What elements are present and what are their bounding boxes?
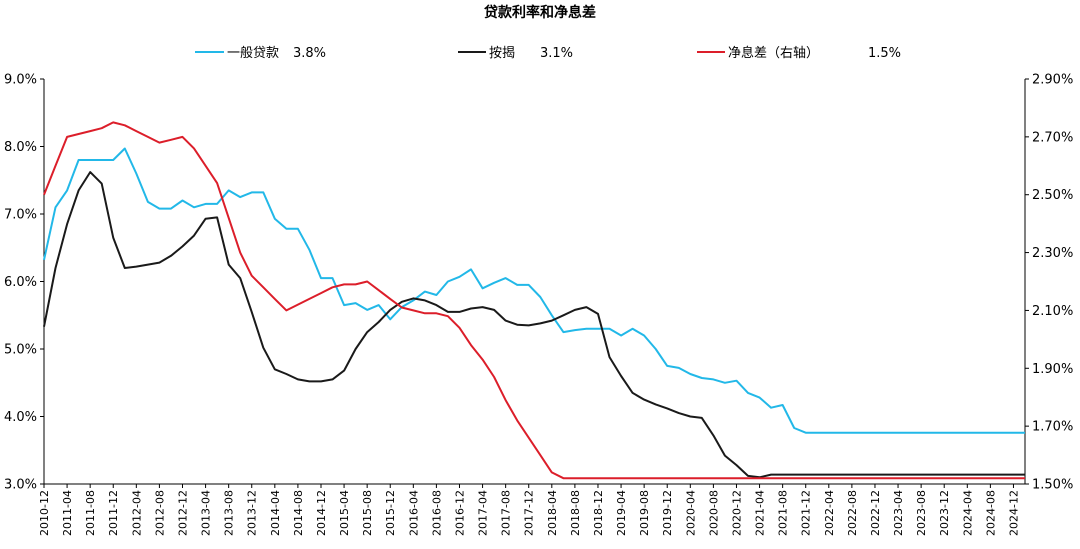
legend-label-mortgage: 按揭 (489, 46, 515, 61)
x-tick-label: 2017-08 (500, 490, 513, 536)
x-tick-label: 2016-04 (407, 490, 420, 536)
left-tick-label: 5.0% (4, 343, 37, 358)
x-tick-label: 2012-12 (176, 490, 189, 536)
left-tick-label: 3.0% (4, 478, 37, 493)
x-ticks: 2010-12 2011-04 2011-08 2011-12 2012-04 2012-… (38, 484, 1020, 536)
right-tick-label: 2.50% (1032, 188, 1073, 203)
x-tick-label: 2011-12 (107, 490, 120, 536)
x-tick-label: 2013-12 (246, 490, 259, 536)
x-tick-label: 2016-08 (430, 490, 443, 536)
x-tick-label: 2019-08 (638, 490, 651, 536)
right-tick-label: 1.50% (1032, 478, 1073, 493)
x-tick-label: 2021-12 (800, 490, 813, 536)
x-tick-label: 2013-04 (200, 490, 213, 536)
x-tick-label: 2024-08 (984, 490, 997, 536)
left-tick-label: 9.0% (4, 73, 37, 88)
right-tick-label: 2.30% (1032, 246, 1073, 261)
legend-value-general-loan: 3.8% (293, 46, 326, 61)
x-tick-label: 2011-08 (84, 490, 97, 536)
x-tick-label: 2023-04 (892, 490, 905, 536)
x-tick-label: 2021-04 (754, 490, 767, 536)
legend-value-mortgage: 3.1% (540, 46, 573, 61)
right-tick-label: 2.90% (1032, 73, 1073, 88)
x-tick-label: 2011-04 (61, 490, 74, 536)
x-tick-label: 2022-12 (869, 490, 882, 536)
x-tick-label: 2024-04 (961, 490, 974, 536)
x-tick-label: 2022-08 (846, 490, 859, 536)
x-tick-label: 2018-08 (569, 490, 582, 536)
x-tick-label: 2010-12 (38, 490, 51, 536)
legend-item-nim: 净息差（右轴） 1.5% (697, 45, 901, 61)
x-tick-label: 2023-12 (938, 490, 951, 536)
x-tick-label: 2012-04 (130, 490, 143, 536)
x-tick-label: 2015-12 (384, 490, 397, 536)
legend-item-mortgage: 按揭 3.1% (458, 46, 573, 61)
x-tick-label: 2020-04 (684, 490, 697, 536)
x-tick-label: 2014-04 (269, 490, 282, 536)
x-tick-label: 2016-12 (453, 490, 466, 536)
x-tick-label: 2021-08 (777, 490, 790, 536)
legend: 一般贷款 3.8% 按揭 3.1% 净息差（右轴） 1.5% (195, 45, 901, 61)
left-y-ticks: 3.0% 4.0% 5.0% 6.0% 7.0% 8.0% 9.0% (4, 73, 44, 493)
x-tick-label: 2023-08 (915, 490, 928, 536)
x-tick-label: 2018-12 (592, 490, 605, 536)
series-lines (43, 121, 1025, 480)
series-line-0 (43, 147, 1025, 434)
right-y-ticks: 1.50% 1.70% 1.90% 2.10% 2.30% 2.50% 2.70% 2.90% (1025, 73, 1073, 493)
x-tick-label: 2017-04 (477, 490, 490, 536)
x-tick-label: 2019-04 (615, 490, 628, 536)
x-tick-label: 2012-08 (153, 490, 166, 536)
x-tick-label: 2014-12 (315, 490, 328, 536)
x-tick-label: 2020-08 (707, 490, 720, 536)
x-tick-label: 2018-04 (546, 490, 559, 536)
x-tick-label: 2014-08 (292, 490, 305, 536)
x-tick-label: 2017-12 (523, 490, 536, 536)
series-line-2 (43, 121, 1025, 480)
left-tick-label: 6.0% (4, 275, 37, 290)
legend-label-nim: 净息差（右轴） (728, 45, 819, 61)
right-tick-label: 1.90% (1032, 362, 1073, 377)
x-tick-label: 2022-04 (823, 490, 836, 536)
series-line-1 (43, 171, 1025, 479)
x-tick-label: 2015-04 (338, 490, 351, 536)
x-tick-label: 2019-12 (661, 490, 674, 536)
right-tick-label: 1.70% (1032, 420, 1073, 435)
left-tick-label: 4.0% (4, 410, 37, 425)
legend-item-general-loan: 一般贷款 3.8% (195, 45, 326, 61)
x-tick-label: 2013-08 (223, 490, 236, 536)
x-tick-label: 2020-12 (730, 490, 743, 536)
x-tick-label: 2024-12 (1007, 490, 1020, 536)
right-tick-label: 2.10% (1032, 304, 1073, 319)
right-tick-label: 2.70% (1032, 130, 1073, 145)
chart-title: 贷款利率和净息差 (484, 4, 596, 21)
x-tick-label: 2015-08 (361, 490, 374, 536)
legend-label-general-loan: 一般贷款 (227, 45, 279, 61)
left-tick-label: 8.0% (4, 140, 37, 155)
left-tick-label: 7.0% (4, 208, 37, 223)
legend-value-nim: 1.5% (868, 46, 901, 61)
